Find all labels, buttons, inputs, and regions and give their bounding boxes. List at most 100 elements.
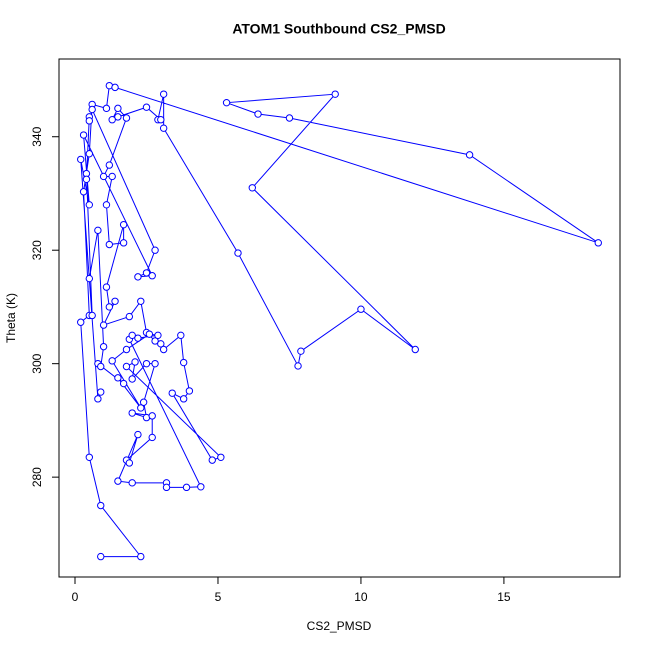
data-point xyxy=(151,359,159,368)
x-axis-label: CS2_PMSD xyxy=(307,619,372,633)
data-point xyxy=(159,345,168,354)
data-point xyxy=(108,172,116,181)
data-point xyxy=(119,379,128,388)
data-point xyxy=(114,104,122,113)
data-point xyxy=(122,362,131,371)
data-point xyxy=(148,433,156,442)
data-point xyxy=(182,483,191,492)
data-point xyxy=(134,430,142,439)
data-point xyxy=(77,155,85,164)
data-point xyxy=(77,318,85,326)
data-point xyxy=(134,273,142,281)
data-point xyxy=(179,395,188,403)
data-point xyxy=(119,220,128,229)
data-point xyxy=(88,311,96,320)
x-tick-label: 15 xyxy=(497,590,511,604)
x-tick-label: 10 xyxy=(354,590,368,604)
plot-frame xyxy=(58,58,621,578)
data-point xyxy=(79,131,88,139)
data-point xyxy=(102,201,111,209)
data-point xyxy=(105,240,114,249)
data-point xyxy=(114,477,122,485)
data-point xyxy=(234,249,242,257)
data-point xyxy=(222,98,231,107)
data-point xyxy=(99,342,108,351)
data-point xyxy=(125,312,134,321)
y-tick-label: 340 xyxy=(30,126,44,146)
data-point xyxy=(297,347,305,355)
data-point xyxy=(159,90,168,98)
data-point xyxy=(94,226,102,235)
data-point xyxy=(142,269,151,277)
data-point xyxy=(97,388,105,396)
data-point xyxy=(108,357,116,365)
data-point xyxy=(254,110,262,118)
data-point xyxy=(157,340,165,348)
data-point xyxy=(128,375,136,383)
x-tick-label: 0 xyxy=(72,590,79,604)
data-point xyxy=(97,362,105,371)
data-point xyxy=(122,345,131,354)
data-point xyxy=(139,398,148,406)
data-point xyxy=(197,483,205,491)
data-point xyxy=(151,337,159,345)
x-tick-label: 5 xyxy=(215,590,222,604)
data-point xyxy=(154,331,162,340)
y-tick-label: 300 xyxy=(30,353,44,373)
data-point xyxy=(185,387,194,395)
data-point xyxy=(97,501,105,510)
data-point xyxy=(357,305,365,313)
data-point xyxy=(465,151,474,159)
data-point xyxy=(88,105,96,114)
data-point xyxy=(162,483,171,492)
data-point xyxy=(294,362,302,370)
data-point xyxy=(134,334,142,342)
data-point xyxy=(105,161,114,169)
data-point xyxy=(137,552,145,561)
data-point xyxy=(111,83,119,92)
y-tick-label: 320 xyxy=(30,240,44,260)
data-point xyxy=(122,114,131,122)
data-point xyxy=(102,283,111,291)
data-point xyxy=(145,330,154,338)
data-point xyxy=(108,116,116,124)
data-point xyxy=(111,297,119,305)
data-point xyxy=(85,201,94,209)
data-point xyxy=(159,124,168,132)
data-point xyxy=(179,358,188,367)
data-point xyxy=(128,479,136,487)
data-line xyxy=(80,85,599,558)
data-point xyxy=(285,114,294,122)
data-point xyxy=(148,272,156,280)
data-point xyxy=(177,331,185,340)
data-point xyxy=(97,552,105,561)
data-point xyxy=(208,456,216,464)
data-point xyxy=(128,331,136,340)
data-point xyxy=(594,239,602,247)
data-point xyxy=(151,246,159,254)
data-point xyxy=(148,412,156,420)
data-point xyxy=(85,274,94,283)
data-point xyxy=(105,303,114,311)
chart-title: ATOM1 Southbound CS2_PMSD xyxy=(232,21,445,37)
data-point xyxy=(137,404,145,412)
data-point xyxy=(114,113,122,121)
data-point xyxy=(137,297,145,305)
data-point xyxy=(248,184,256,192)
data-point xyxy=(142,359,151,368)
data-point xyxy=(331,90,339,98)
data-point xyxy=(99,321,108,329)
data-point xyxy=(102,104,111,113)
y-tick-label: 280 xyxy=(30,467,44,487)
data-point xyxy=(94,395,102,403)
data-point xyxy=(157,116,165,124)
data-point xyxy=(128,409,136,417)
data-point xyxy=(114,374,122,382)
data-point xyxy=(85,150,94,158)
data-point xyxy=(131,358,139,366)
data-point xyxy=(79,188,88,196)
data-point xyxy=(411,345,419,354)
data-point xyxy=(125,459,134,467)
